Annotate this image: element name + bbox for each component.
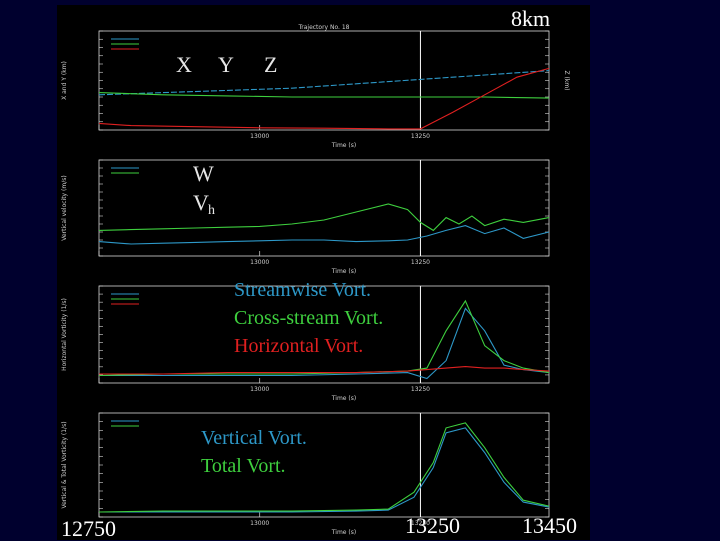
panel-1-frame [98, 30, 550, 131]
time-start-label: 12750 [61, 516, 116, 541]
overlay-horizontal: Horizontal Vort. [234, 335, 364, 357]
time-mid-label: 13250 [405, 513, 460, 538]
panel-1-xtick-label: 13000 [250, 133, 269, 140]
panel-3-xlabel: Time (s) [331, 395, 356, 402]
panel-3-series-2 [98, 299, 550, 377]
altitude-label: 8km [511, 6, 551, 31]
time-end-label: 13450 [522, 513, 577, 538]
panel-3-ylabel: Horizontal Vorticity (1/s) [61, 298, 68, 371]
panel-1-xlabel: Time (s) [331, 142, 356, 149]
panel-2-xlabel: Time (s) [331, 268, 356, 275]
panel-3-xtick-label: 13250 [411, 386, 430, 393]
overlay-z: Z [264, 52, 278, 77]
overlay-cross-stream: Cross-stream Vort. [234, 307, 384, 329]
overlay-h-subscript: h [208, 203, 215, 218]
overlay-vertical: Vertical Vort. [201, 427, 307, 449]
panel-1-series-1 [98, 70, 550, 96]
panel-1-series-3 [98, 67, 550, 130]
panel-1-xtick-label: 13250 [411, 133, 430, 140]
panel-1-title: Trajectory No. 18 [297, 24, 349, 31]
panel-4-ylabel: Vertical & Total Vorticity (1/s) [61, 421, 68, 508]
figure-panel: 13000 13250 Time (s) X and Y (km) Z (km) Traj… [57, 5, 590, 540]
panel-2-series-1 [98, 225, 550, 245]
panel-4-xtick-label: 13000 [250, 520, 269, 527]
panel-1-series-2 [98, 92, 550, 99]
panel-3-xtick-label: 13000 [250, 386, 269, 393]
overlay-y: Y [218, 52, 234, 77]
panel-4-series-1 [99, 427, 550, 513]
panel-4-xlabel: Time (s) [331, 529, 356, 536]
overlay-streamwise: Streamwise Vort. [234, 279, 372, 301]
overlay-v: V [193, 190, 209, 215]
panel-3-series-3 [99, 366, 550, 375]
panel-2-series-2 [98, 203, 550, 232]
overlay-x: X [176, 52, 192, 77]
multi-panel-chart: 13000 13250 Time (s) X and Y (km) Z (km) Traj… [61, 24, 570, 536]
panel-2-ylabel: Vertical velocity (m/s) [61, 175, 68, 240]
overlay-w: W [193, 161, 214, 186]
panel-1-ylabel-right: Z (km) [563, 70, 570, 90]
panel-2-xtick-label: 13000 [250, 259, 269, 266]
panel-2-xtick-label: 13250 [411, 259, 430, 266]
panel-4-series-2 [98, 422, 550, 513]
panel-4-frame [98, 412, 550, 518]
panel-4-xtick-label: 13250 [411, 520, 430, 527]
panel-3-series-1 [99, 307, 550, 380]
overlay-total: Total Vort. [201, 455, 286, 477]
panel-2-frame [98, 159, 550, 257]
panel-1-ylabel: X and Y (km) [61, 61, 68, 100]
